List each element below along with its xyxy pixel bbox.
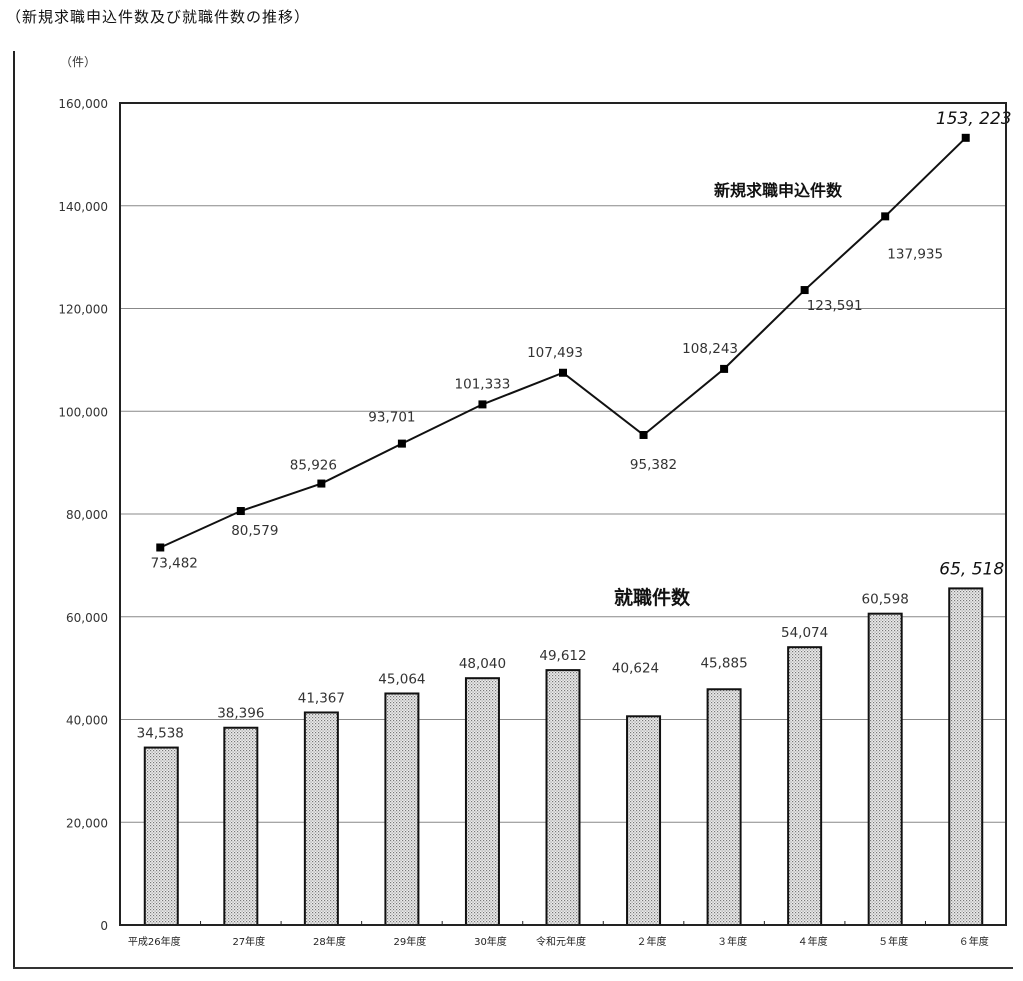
bar [384, 692, 420, 926]
line-value-label: 73,482 [151, 555, 198, 571]
y-tick-label: 140,000 [58, 200, 108, 214]
line-series: 73,482 80,579 85,926 93,701 101,333 107,493 95… [151, 109, 1012, 572]
line-value-label: 123,591 [807, 298, 863, 314]
y-tick-label: 40,000 [66, 714, 108, 728]
bar-value-label: 45,064 [378, 671, 425, 687]
y-tick-label: 80,000 [66, 508, 108, 522]
x-category-label: ２年度 [637, 935, 667, 948]
line-path [159, 137, 967, 549]
line-marker [397, 439, 406, 448]
x-category-label: 30年度 [474, 935, 507, 948]
y-tick-label: 0 [100, 919, 108, 933]
y-tick-label: 20,000 [66, 816, 108, 830]
line-value-label: 93,701 [368, 410, 415, 426]
bar-value-label: 65, 518 [939, 559, 1004, 579]
x-category-label: ５年度 [878, 935, 908, 948]
x-category-label: 27年度 [232, 935, 265, 948]
line-marker [317, 479, 326, 488]
bar-value-label: 45,885 [700, 655, 747, 671]
line-marker [236, 507, 245, 516]
y-axis-unit: （件） [60, 55, 96, 69]
line-marker [639, 430, 648, 439]
plot-area-border [119, 102, 1007, 926]
bar [143, 746, 179, 927]
bar-value-label: 60,598 [862, 592, 909, 608]
line-series-label: 新規求職申込件数 [714, 181, 843, 200]
frame-bottom-border [13, 967, 1013, 969]
bar [867, 612, 903, 927]
x-category-label: 29年度 [394, 935, 427, 948]
y-tick-label: 100,000 [58, 405, 108, 419]
bar [223, 726, 259, 926]
x-axis-labels: 平成26年度 27年度 28年度 29年度 30年度 令和元年度 ２年度 ３年度 ４年度 ５年度 ６… [128, 921, 989, 948]
line-value-label: 108,243 [682, 341, 738, 357]
line-marker [800, 286, 809, 295]
x-category-label: ４年度 [798, 935, 828, 948]
line-value-label: 80,579 [231, 523, 278, 539]
bar [545, 669, 581, 926]
y-tick-label: 120,000 [58, 303, 108, 317]
bar-value-label: 48,040 [459, 656, 506, 672]
x-category-label: 平成26年度 [128, 935, 181, 948]
line-marker [559, 368, 567, 377]
line-marker [881, 212, 890, 221]
line-value-label: 95,382 [630, 457, 677, 473]
y-axis-labels: 160,000 140,000 120,000 100,000 80,000 60,000… [58, 97, 108, 933]
x-category-label: ３年度 [717, 935, 747, 948]
bar-value-label: 34,538 [137, 726, 184, 742]
line-marker [720, 364, 729, 373]
bar [303, 711, 339, 927]
line-value-label: 101,333 [455, 376, 511, 392]
bar-series: 34,538 38,396 41,367 45,064 48,040 49,612 40,6… [137, 559, 1004, 927]
bar-value-label: 41,367 [298, 690, 345, 706]
frame-left-border [13, 51, 15, 969]
bar-value-label: 40,624 [612, 660, 659, 676]
bar [706, 688, 742, 926]
line-value-label: 107,493 [527, 345, 583, 361]
y-tick-label: 160,000 [58, 97, 108, 111]
bar [626, 715, 662, 926]
bar-value-label: 38,396 [217, 706, 264, 722]
bar-value-label: 49,612 [539, 648, 586, 664]
y-tick-label: 60,000 [66, 611, 108, 625]
line-value-label: 153, 223 [936, 109, 1012, 129]
bar-series-label: 就職件数 [614, 586, 691, 609]
line-marker [156, 543, 165, 552]
line-marker [478, 400, 487, 409]
x-category-label: 令和元年度 [536, 935, 586, 948]
line-marker [961, 133, 970, 142]
x-category-label: 28年度 [313, 935, 346, 948]
line-value-label: 85,926 [290, 458, 337, 474]
x-category-label: ６年度 [959, 935, 989, 948]
bar-value-label: 54,074 [781, 625, 828, 641]
bar [464, 677, 500, 927]
line-value-label: 137,935 [887, 246, 943, 262]
bar [787, 646, 823, 926]
chart-title: （新規求職申込件数及び就職件数の推移） [6, 8, 311, 26]
bar [948, 587, 984, 926]
